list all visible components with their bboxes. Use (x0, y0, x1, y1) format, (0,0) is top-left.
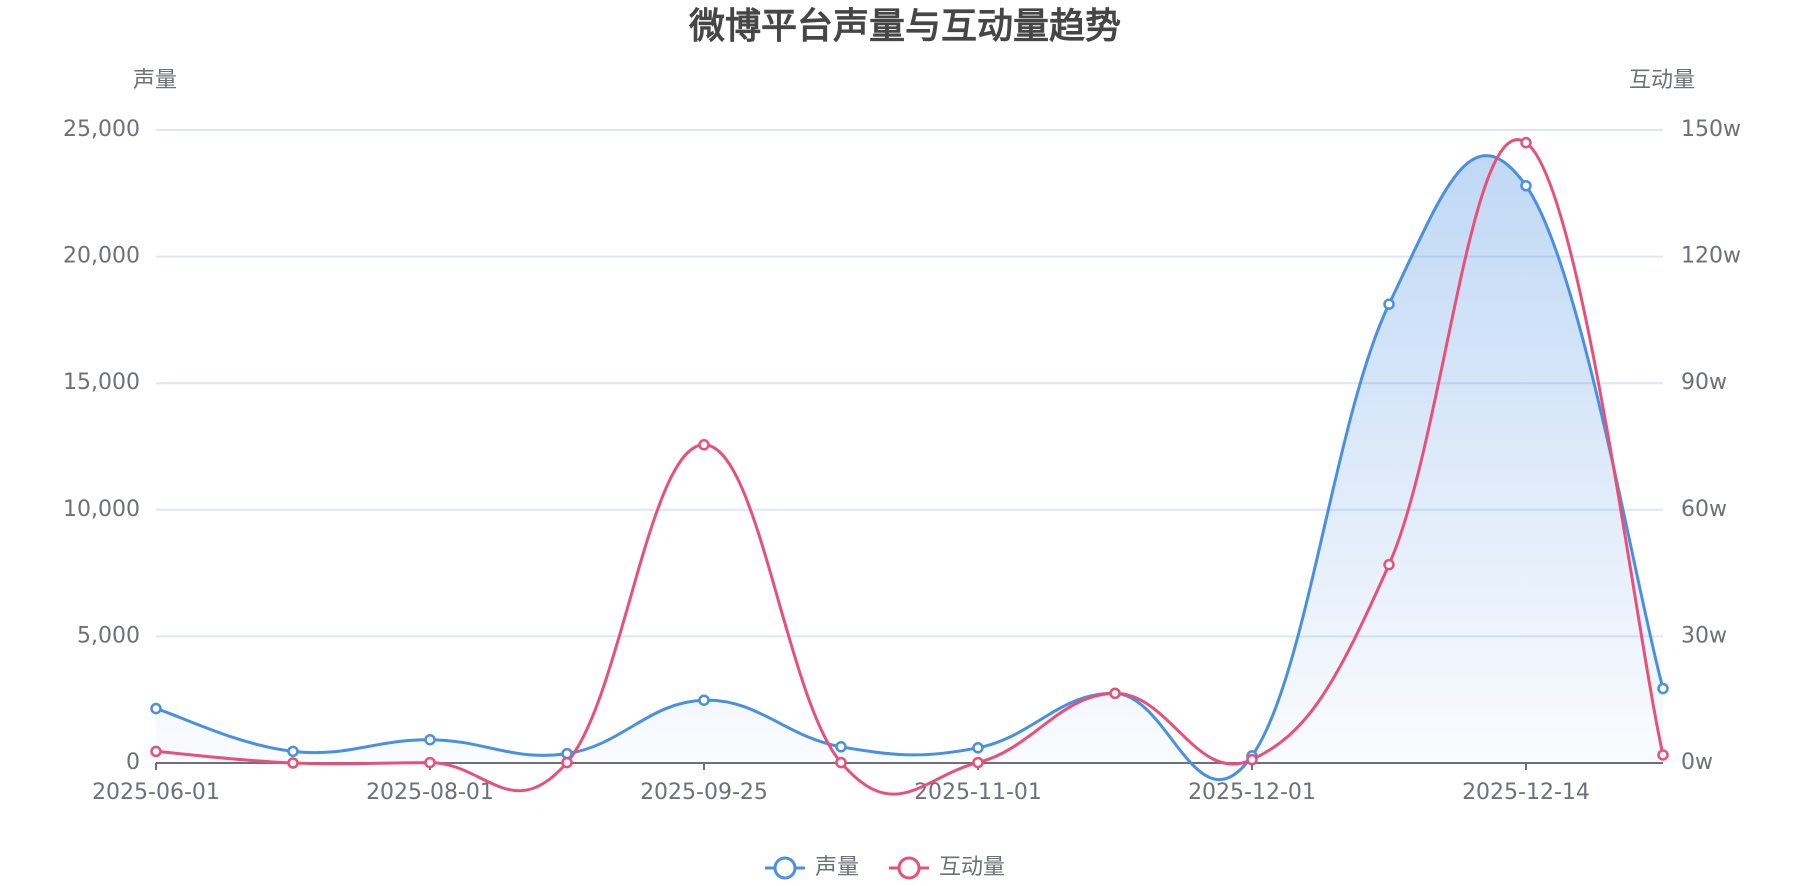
legend-item: 声量 (765, 855, 859, 880)
y-tick-label: 5,000 (77, 623, 140, 648)
point (972, 756, 984, 769)
point (287, 757, 299, 769)
x-tick-label: 2025-12-14 (1462, 780, 1590, 805)
y-tick-label: 25,000 (63, 117, 140, 142)
y-tick-label: 0 (126, 750, 140, 775)
x-tick-label: 2025-11-01 (914, 780, 1042, 805)
point (972, 742, 984, 754)
point (424, 756, 436, 769)
y-axis-label: 声量 (133, 68, 177, 93)
point (835, 756, 847, 769)
x-tick-label: 2025-09-25 (640, 780, 768, 805)
point (1657, 749, 1669, 761)
legend-symbol (897, 856, 921, 880)
y2-tick-label: 90w (1681, 370, 1727, 395)
y-tick-label: 15,000 (63, 370, 140, 395)
area (156, 155, 1663, 780)
y-tick-label: 20,000 (63, 244, 140, 269)
point (287, 745, 299, 758)
x-tick-label: 2025-06-01 (92, 780, 220, 805)
point (150, 702, 162, 715)
y2-tick-label: 0w (1681, 750, 1713, 775)
y2-tick-label: 150w (1681, 117, 1741, 142)
y-tick-label: 10,000 (63, 497, 140, 522)
point (150, 745, 162, 758)
point (1246, 753, 1258, 766)
point (1383, 558, 1395, 571)
x-tick-label: 2025-12-01 (1188, 780, 1316, 805)
point (561, 747, 573, 760)
legend-label: 声量 (815, 855, 859, 880)
point (1109, 687, 1121, 700)
point (698, 439, 710, 451)
chart-title: 微博平台声量与互动量趋势 (688, 6, 1121, 47)
point (1520, 136, 1532, 149)
point (1383, 298, 1395, 310)
y2-tick-label: 60w (1681, 497, 1727, 522)
point (835, 741, 847, 753)
series-line (155, 154, 1665, 782)
y2-axis-label: 互动量 (1629, 68, 1695, 93)
x-tick-label: 2025-08-01 (366, 780, 494, 805)
legend-symbol (773, 856, 797, 880)
y2-tick-label: 30w (1681, 623, 1727, 648)
point (561, 756, 573, 769)
point (1520, 179, 1532, 192)
point (698, 694, 710, 706)
legend-item: 互动量 (889, 855, 1005, 880)
legend-label: 互动量 (939, 855, 1005, 880)
y2-tick-label: 120w (1681, 244, 1741, 269)
point (1657, 682, 1669, 695)
point (424, 733, 436, 746)
